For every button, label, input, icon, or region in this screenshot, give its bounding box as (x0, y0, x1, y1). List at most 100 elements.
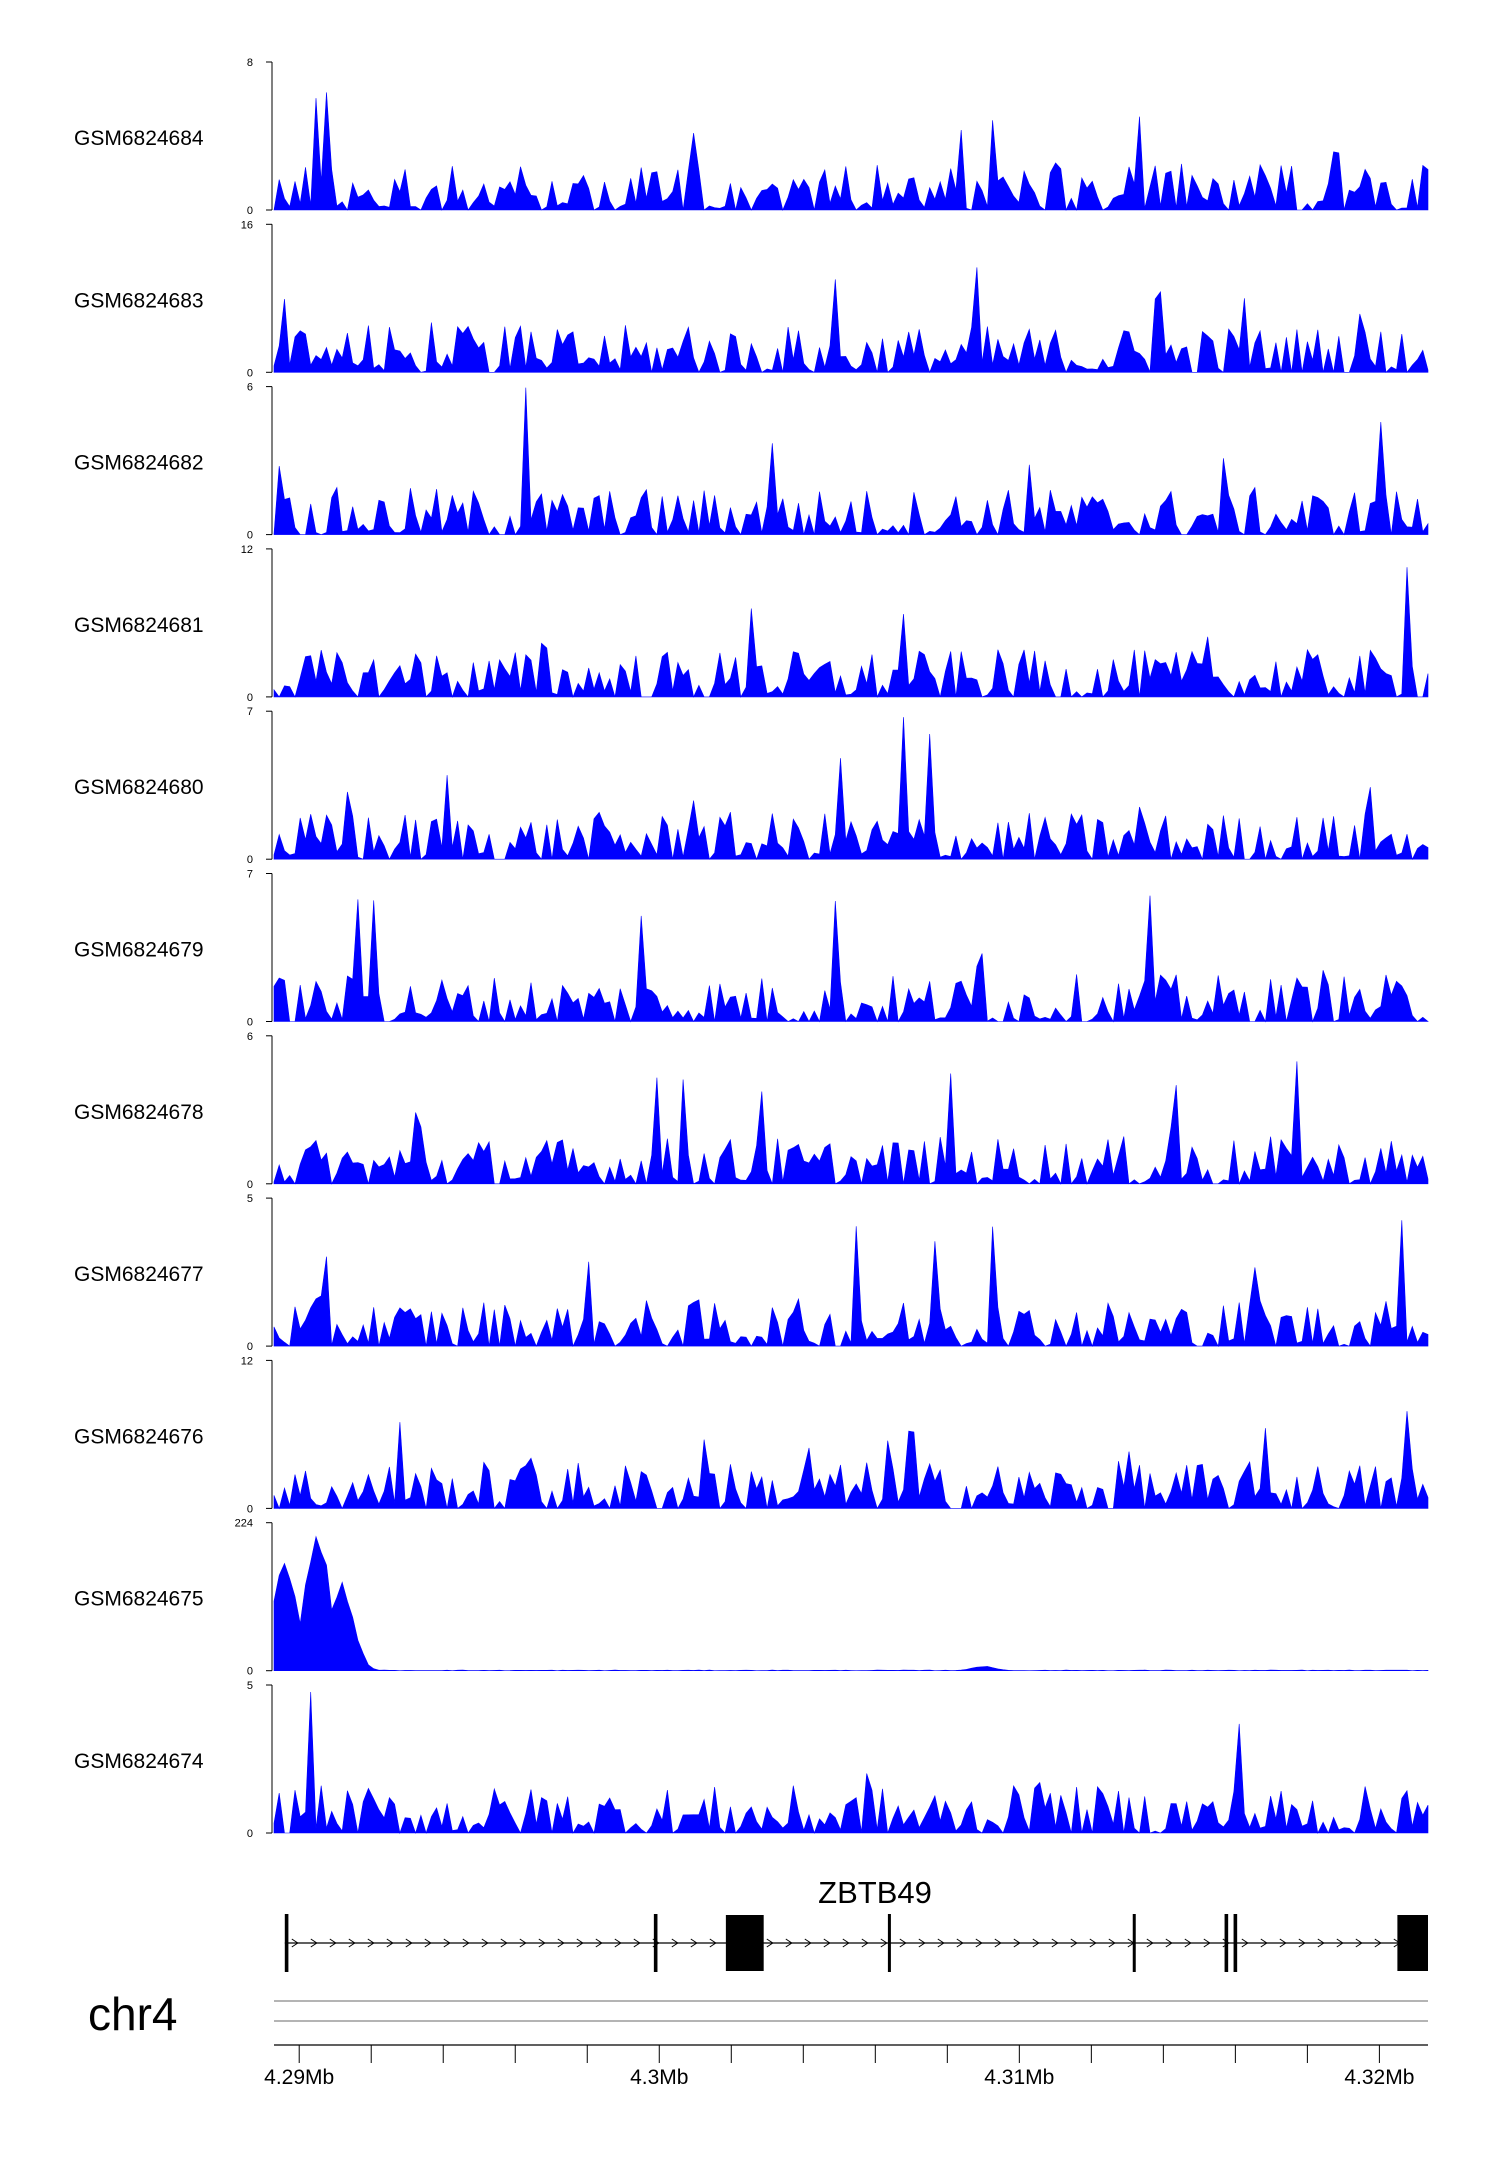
scale-max-label: 5 (247, 1680, 253, 1692)
strand-arrow (462, 1938, 470, 1948)
strand-arrow (804, 1938, 812, 1948)
track-GSM6824674: GSM6824674 5 0 (74, 1680, 1429, 1840)
strand-arrow (310, 1938, 318, 1948)
strand-arrow (994, 1938, 1002, 1948)
track-label: GSM6824676 (74, 1425, 204, 1448)
scale-min-label: 0 (247, 1828, 253, 1840)
strand-arrow (291, 1938, 299, 1948)
track-label: GSM6824681 (74, 614, 204, 637)
scale-max-label: 8 (247, 57, 253, 69)
scale-min-label: 0 (247, 854, 253, 866)
strand-arrow (861, 1938, 869, 1948)
strand-arrow (481, 1938, 489, 1948)
scale-min-label: 0 (247, 692, 253, 704)
strand-arrow (1013, 1938, 1021, 1948)
scale-min-label: 0 (247, 367, 253, 379)
signal-area (273, 267, 1429, 374)
strand-arrow (519, 1938, 527, 1948)
signal-area (273, 1535, 1429, 1672)
track-label: GSM6824674 (74, 1750, 204, 1773)
strand-arrow (424, 1938, 432, 1948)
exon-block (1224, 1914, 1229, 1972)
exon-block (653, 1914, 658, 1972)
signal-area (273, 567, 1429, 699)
strand-arrow (576, 1938, 584, 1948)
exon-block (1132, 1914, 1136, 1972)
track-label: GSM6824677 (74, 1263, 204, 1286)
chromosome-label: chr4 (88, 1988, 177, 2040)
strand-arrow (842, 1938, 850, 1948)
track-label: GSM6824682 (74, 452, 204, 475)
scale-min-label: 0 (247, 1503, 253, 1515)
strand-arrow (1241, 1938, 1249, 1948)
strand-arrow (329, 1938, 337, 1948)
track-GSM6824681: GSM6824681 12 0 (74, 544, 1429, 704)
exon-block (1233, 1914, 1238, 1972)
strand-arrow (1317, 1938, 1325, 1948)
scale-max-label: 12 (241, 544, 253, 556)
axis-tick-label: 4.31Mb (984, 2066, 1054, 2089)
strand-arrow (1260, 1938, 1268, 1948)
scale-max-label: 12 (241, 1355, 253, 1367)
signal-area (273, 92, 1429, 212)
strand-arrow (899, 1938, 907, 1948)
signal-area (273, 717, 1429, 861)
strand-arrow (1051, 1938, 1059, 1948)
track-GSM6824675: GSM6824675 224 0 (74, 1518, 1429, 1678)
track-GSM6824676: GSM6824676 12 0 (74, 1355, 1429, 1515)
strand-arrow (1070, 1938, 1078, 1948)
strand-arrow (956, 1938, 964, 1948)
scale-min-label: 0 (247, 530, 253, 542)
gene-track: ZBTB49 (284, 1875, 1428, 1972)
strand-arrow (443, 1938, 451, 1948)
strand-arrow (557, 1938, 565, 1948)
strand-arrow (880, 1938, 888, 1948)
strand-arrow (595, 1938, 603, 1948)
strand-arrow (1184, 1938, 1192, 1948)
scale-min-label: 0 (247, 205, 253, 217)
track-label: GSM6824678 (74, 1101, 204, 1124)
track-label: GSM6824683 (74, 289, 204, 312)
strand-arrow (538, 1938, 546, 1948)
strand-arrow (1146, 1938, 1154, 1948)
strand-arrow (975, 1938, 983, 1948)
track-GSM6824680: GSM6824680 7 0 (74, 706, 1429, 866)
strand-arrow (1089, 1938, 1097, 1948)
scale-max-label: 6 (247, 1031, 253, 1043)
strand-arrow (1336, 1938, 1344, 1948)
strand-arrow (823, 1938, 831, 1948)
scale-min-label: 0 (247, 1179, 253, 1191)
scale-max-label: 7 (247, 706, 253, 718)
track-GSM6824679: GSM6824679 7 0 (74, 869, 1429, 1029)
strand-arrow (1165, 1938, 1173, 1948)
genome-axis: 4.29Mb 4.3Mb 4.31Mb 4.32Mb (264, 2044, 1428, 2089)
scale-max-label: 224 (235, 1518, 253, 1530)
track-label: GSM6824675 (74, 1588, 204, 1611)
exon-block (725, 1915, 764, 1971)
strand-arrow (405, 1938, 413, 1948)
strand-arrow (709, 1938, 717, 1948)
strand-arrow (1374, 1938, 1382, 1948)
strand-arrow (1032, 1938, 1040, 1948)
scale-min-label: 0 (247, 1341, 253, 1353)
strand-arrow (918, 1938, 926, 1948)
exon-block (887, 1914, 891, 1972)
scale-min-label: 0 (247, 1666, 253, 1678)
axis-tick-label: 4.29Mb (264, 2066, 334, 2089)
strand-arrow (633, 1938, 641, 1948)
scale-max-label: 6 (247, 382, 253, 394)
exon-block (1397, 1915, 1428, 1971)
scale-max-label: 16 (241, 219, 253, 231)
track-GSM6824677: GSM6824677 5 0 (74, 1193, 1429, 1353)
strand-arrow (367, 1938, 375, 1948)
strand-arrow (1203, 1938, 1211, 1948)
chromosome-ideogram: chr4 (88, 1988, 1428, 2040)
track-label: GSM6824679 (74, 939, 204, 962)
strand-arrow (1298, 1938, 1306, 1948)
signal-area (273, 387, 1429, 536)
track-GSM6824684: GSM6824684 8 0 (74, 57, 1429, 217)
track-label: GSM6824684 (74, 127, 204, 150)
strand-arrow (766, 1938, 774, 1948)
signal-area (273, 895, 1429, 1023)
